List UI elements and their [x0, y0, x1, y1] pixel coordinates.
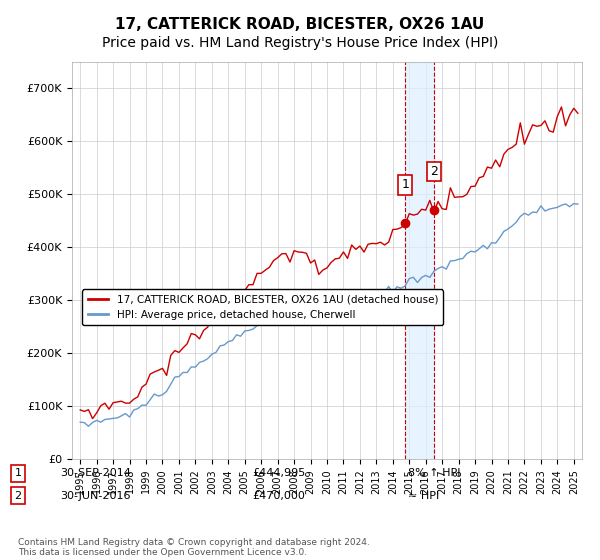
Text: £470,000: £470,000: [252, 491, 305, 501]
Text: 30-JUN-2016: 30-JUN-2016: [60, 491, 131, 501]
Text: 1: 1: [14, 468, 22, 478]
Text: 2: 2: [14, 491, 22, 501]
Text: 8% ↑ HPI: 8% ↑ HPI: [408, 468, 461, 478]
Text: Price paid vs. HM Land Registry's House Price Index (HPI): Price paid vs. HM Land Registry's House …: [102, 36, 498, 50]
Text: 17, CATTERICK ROAD, BICESTER, OX26 1AU: 17, CATTERICK ROAD, BICESTER, OX26 1AU: [115, 17, 485, 32]
Text: Contains HM Land Registry data © Crown copyright and database right 2024.
This d: Contains HM Land Registry data © Crown c…: [18, 538, 370, 557]
Text: 1: 1: [401, 179, 409, 192]
Text: 30-SEP-2014: 30-SEP-2014: [60, 468, 131, 478]
Bar: [405, 62, 434, 459]
Text: £444,995: £444,995: [252, 468, 305, 478]
Text: ≈ HPI: ≈ HPI: [408, 491, 439, 501]
Legend: 17, CATTERICK ROAD, BICESTER, OX26 1AU (detached house), HPI: Average price, det: 17, CATTERICK ROAD, BICESTER, OX26 1AU (…: [82, 290, 443, 325]
Text: 2: 2: [430, 165, 438, 178]
